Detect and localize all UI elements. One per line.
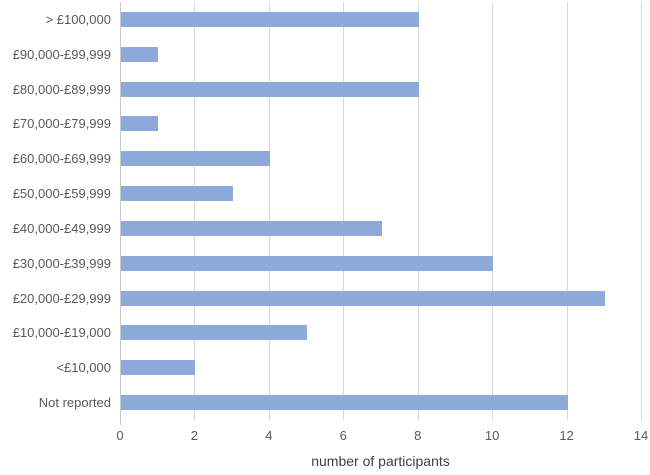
bar — [121, 360, 196, 376]
category-label: £60,000-£69,999 — [12, 151, 111, 167]
x-tick-label: 12 — [559, 428, 574, 443]
y-axis-line — [120, 2, 121, 425]
category-label: £70,000-£79,999 — [12, 116, 111, 132]
bar — [121, 220, 382, 236]
gridline — [343, 2, 345, 420]
bar — [121, 116, 159, 132]
category-label: £40,000-£49,999 — [12, 220, 111, 236]
category-label: £50,000-£59,999 — [12, 186, 111, 202]
x-tick-label: 6 — [339, 428, 347, 443]
category-label: £10,000-£19,000 — [12, 325, 111, 341]
bar — [121, 11, 419, 27]
bar — [121, 325, 308, 341]
gridline — [641, 2, 642, 420]
gridline — [268, 2, 270, 420]
category-label: Not reported — [38, 395, 111, 411]
category-label: £90,000-£99,999 — [12, 46, 111, 62]
bar — [121, 46, 159, 62]
x-axis-title: number of participants — [311, 453, 450, 469]
bar — [121, 186, 233, 202]
gridline — [492, 2, 494, 420]
gridline — [417, 2, 419, 420]
bar — [121, 395, 568, 411]
category-label: £30,000-£39,999 — [12, 255, 111, 271]
bar — [121, 151, 270, 167]
bar — [121, 255, 494, 271]
x-tick-label: 4 — [265, 428, 273, 443]
x-tick-label: 8 — [414, 428, 422, 443]
x-tick-label: 0 — [116, 428, 124, 443]
category-label: <£10,000 — [56, 360, 111, 376]
x-tick-label: 2 — [190, 428, 199, 443]
x-tick-label: 14 — [633, 428, 649, 443]
category-label: £80,000-£89,999 — [12, 81, 111, 97]
category-label: £20,000-£29,999 — [12, 290, 111, 306]
gridline — [194, 2, 196, 420]
bar — [121, 81, 419, 97]
bar — [121, 290, 605, 306]
category-label: > £100,000 — [45, 11, 111, 27]
x-tick-label: 10 — [484, 428, 500, 443]
gridline — [566, 2, 568, 420]
